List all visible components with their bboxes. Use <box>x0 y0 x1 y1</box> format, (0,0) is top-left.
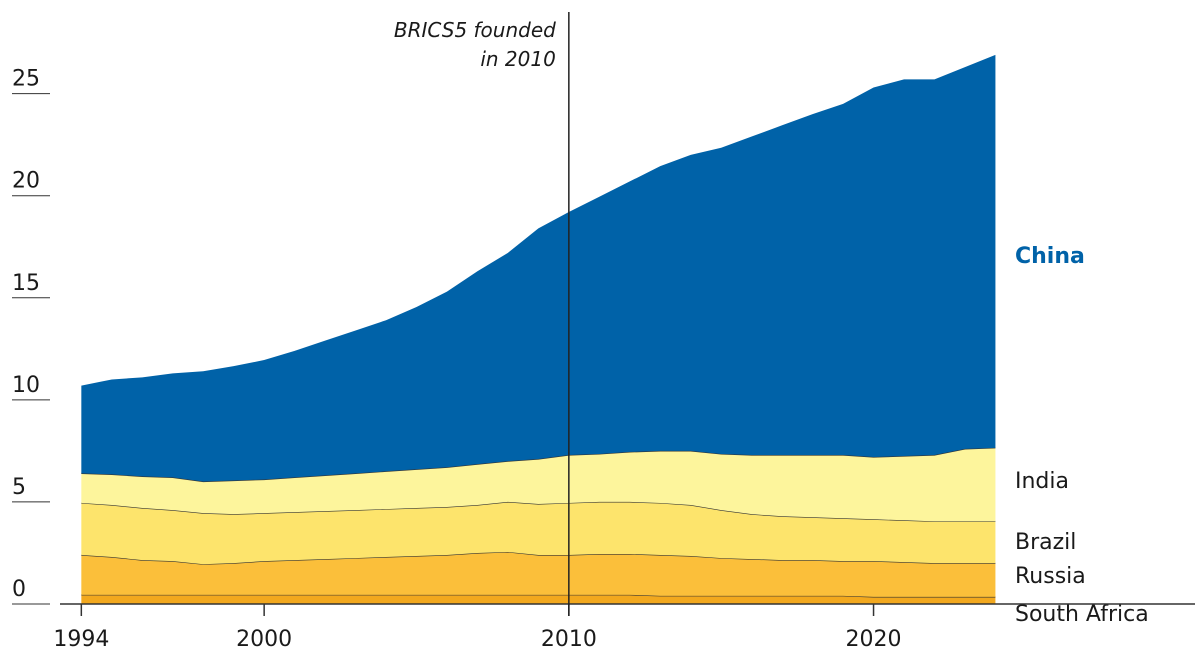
y-tick-label: 10 <box>12 373 40 398</box>
annotation-text: in 2010 <box>480 47 556 71</box>
x-tick-label: 1994 <box>53 627 109 652</box>
series-label: South Africa <box>1015 602 1149 627</box>
x-tick-label: 2000 <box>236 627 292 652</box>
series-label: Brazil <box>1015 530 1076 555</box>
y-tick-label: 0 <box>12 577 26 602</box>
series-label: China <box>1015 244 1085 269</box>
area <box>81 54 996 482</box>
y-tick-label: 20 <box>12 169 40 194</box>
y-tick-label: 5 <box>12 475 26 500</box>
x-tick-label: 2010 <box>541 627 597 652</box>
annotation-text: BRICS5 founded <box>394 18 556 42</box>
y-tick-label: 25 <box>12 67 40 92</box>
area <box>81 447 996 522</box>
x-tick-label: 2020 <box>846 627 902 652</box>
area <box>81 594 996 604</box>
series-label: Russia <box>1015 564 1086 589</box>
y-tick-label: 15 <box>12 271 40 296</box>
area <box>81 551 996 597</box>
area <box>81 501 996 565</box>
series-label: India <box>1015 469 1069 494</box>
